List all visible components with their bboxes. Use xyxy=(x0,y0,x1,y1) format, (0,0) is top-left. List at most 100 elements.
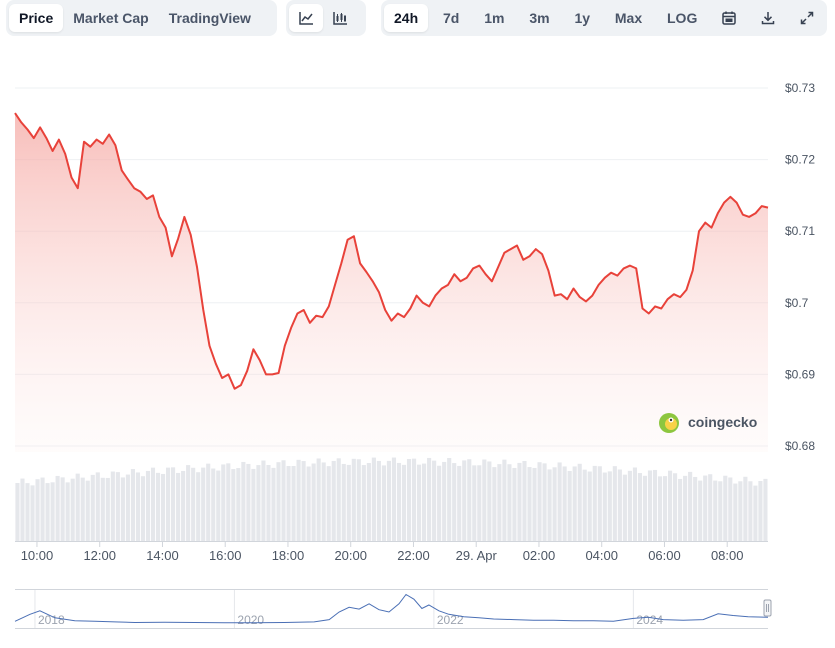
navigator-line xyxy=(14,593,769,624)
price-line xyxy=(14,112,769,390)
range-7d[interactable]: 7d xyxy=(443,10,460,26)
x-tick-label: 18:00 xyxy=(272,548,305,563)
volume-bar xyxy=(693,476,698,541)
volume-bar xyxy=(306,466,311,541)
volume-bar xyxy=(291,465,296,541)
volume-bar xyxy=(386,460,391,541)
volume-bar xyxy=(632,467,637,541)
tool-download[interactable] xyxy=(751,4,785,32)
volume-bar xyxy=(743,476,748,541)
volume-bar xyxy=(145,470,151,541)
volume-bar xyxy=(708,474,713,541)
volume-bar xyxy=(75,473,80,541)
volume-bar xyxy=(140,476,146,541)
line-chart-icon xyxy=(299,12,313,25)
candlestick-chart-icon xyxy=(333,12,347,25)
volume-bar xyxy=(607,471,612,541)
volume-bar xyxy=(341,463,346,541)
tab-price[interactable]: Price xyxy=(9,4,64,32)
volume-bar xyxy=(688,471,693,541)
navigator-tick-label: 2024 xyxy=(636,613,663,627)
volume-bar xyxy=(713,480,718,541)
volume-bar xyxy=(20,478,25,541)
range-1y[interactable]: 1y xyxy=(574,10,591,26)
calendar-icon xyxy=(722,11,736,25)
volume-bar xyxy=(447,457,452,541)
volume-bar xyxy=(271,467,276,541)
volume-bar xyxy=(261,460,266,541)
volume-bar xyxy=(376,460,381,541)
range-1m[interactable]: 1m xyxy=(484,10,505,26)
volume-bar xyxy=(422,463,427,541)
chart-type-candlestick-chart[interactable] xyxy=(323,4,357,32)
x-tick-label: 14:00 xyxy=(146,548,179,563)
range-24h[interactable]: 24h xyxy=(384,4,429,32)
x-tick-label: 29. Apr xyxy=(456,548,498,563)
volume-bar xyxy=(105,477,110,541)
volume-bar xyxy=(60,477,65,541)
volume-bar xyxy=(517,462,522,541)
tool-expand[interactable] xyxy=(790,4,824,32)
volume-bar xyxy=(622,474,627,541)
volume-bar xyxy=(181,470,186,541)
volume-bar xyxy=(286,466,291,541)
volume-bar xyxy=(25,483,30,541)
tab-market-cap[interactable]: Market Cap xyxy=(73,10,149,26)
volume-bar xyxy=(477,465,482,541)
volume-bar xyxy=(95,472,100,541)
volume-bar xyxy=(110,471,115,541)
tool-calendar[interactable] xyxy=(712,4,746,32)
volume-bar xyxy=(482,459,487,541)
volume-bar xyxy=(236,468,241,541)
volume-bar xyxy=(120,477,125,541)
volume-bar xyxy=(266,464,271,541)
y-tick-label: $0.7 xyxy=(785,296,809,310)
y-tick-label: $0.68 xyxy=(785,439,815,453)
volume-bar xyxy=(512,467,517,541)
navigator-handle[interactable] xyxy=(763,599,772,617)
volume-bar xyxy=(417,464,422,541)
watermark-text: coingecko xyxy=(688,414,757,430)
range-tabs: 24h 7d 1m 3m 1y Max LOG xyxy=(381,0,827,36)
x-tick-label: 12:00 xyxy=(83,548,116,563)
volume-bar xyxy=(562,466,567,541)
volume-bar xyxy=(366,463,371,541)
range-log[interactable]: LOG xyxy=(667,10,698,26)
volume-bar xyxy=(30,485,35,541)
volume-bar xyxy=(507,464,512,541)
volume-bar xyxy=(758,481,763,541)
volume-bar xyxy=(662,476,668,541)
volume-bar xyxy=(753,485,758,541)
volume-bar xyxy=(432,460,437,541)
volume-bar xyxy=(391,457,397,541)
volume-bar xyxy=(652,469,658,541)
volume-bar xyxy=(55,475,60,541)
volume-bar xyxy=(552,467,557,541)
volume-bar xyxy=(617,469,622,541)
volume-bar xyxy=(130,469,135,541)
range-max[interactable]: Max xyxy=(614,10,643,26)
x-tick-label: 06:00 xyxy=(648,548,681,563)
view-tabs: Price Market Cap TradingView xyxy=(6,0,277,36)
volume-bar xyxy=(462,460,467,541)
volume-bar xyxy=(221,464,226,541)
x-axis: 10:00 12:00 14:00 16:00 18:00 20:00 22:00 29. A… xyxy=(15,541,768,563)
x-tick-label: 08:00 xyxy=(711,548,744,563)
volume-bar xyxy=(256,465,261,541)
tab-tradingview[interactable]: TradingView xyxy=(168,10,251,26)
volume-bar xyxy=(326,466,331,541)
volume-bar xyxy=(135,472,140,541)
volume-bar xyxy=(738,481,743,541)
volume-bar xyxy=(532,467,537,541)
range-3m[interactable]: 3m xyxy=(529,10,550,26)
volume-bar xyxy=(231,469,236,541)
coingecko-logo-icon xyxy=(659,413,679,433)
volume-bar xyxy=(35,479,40,541)
volume-bar xyxy=(748,481,753,541)
volume-bar xyxy=(115,472,120,541)
volume-bar xyxy=(703,475,708,541)
chart-type-line-chart[interactable] xyxy=(289,4,323,32)
navigator[interactable]: 2018 2020 2022 2024 xyxy=(14,589,772,629)
volume-bar xyxy=(125,474,130,541)
volume-bar xyxy=(336,458,341,541)
